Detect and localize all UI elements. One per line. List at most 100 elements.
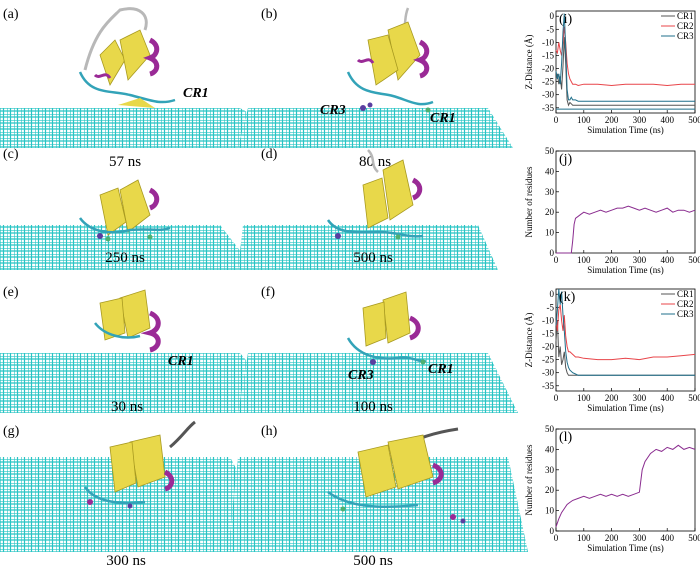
- y-tick-label: -25: [542, 77, 554, 87]
- y-tick-label: 20: [545, 207, 555, 217]
- x-tick-label: 500: [688, 115, 700, 125]
- plot-frame: [555, 150, 696, 254]
- x-tick-label: 300: [633, 533, 647, 543]
- y-tick-label: 0: [550, 526, 555, 536]
- y-tick-label: 50: [545, 146, 555, 156]
- x-axis-label: Simulation Time (ns): [587, 543, 664, 553]
- legend-label: CR1: [677, 11, 694, 21]
- time-caption: 500 ns: [353, 553, 393, 569]
- x-tick-label: 200: [605, 533, 619, 543]
- x-tick-label: 300: [633, 255, 647, 265]
- graphene-surface: [238, 225, 498, 270]
- plot-frame: [555, 10, 696, 114]
- y-tick-label: -30: [542, 90, 554, 100]
- series-line-cr1: [555, 320, 695, 376]
- y-tick-label: 40: [545, 444, 555, 454]
- protein-structure: [326, 149, 424, 240]
- chart-panel-i: 0 100 200 300 400 500 0 -5 -10 -15 -20 -25 -30 -35 CR1…: [524, 10, 700, 135]
- x-tick-label: 400: [660, 533, 674, 543]
- y-tick-label: -5: [547, 24, 555, 34]
- panel-label: (i): [559, 12, 573, 27]
- series-line-cr3: [555, 288, 695, 376]
- series-line-cr2: [555, 26, 695, 87]
- y-tick-label: -35: [542, 103, 554, 113]
- panel-label: (g): [3, 424, 20, 439]
- time-caption: 100 ns: [353, 399, 393, 415]
- protein-structure: [78, 7, 176, 108]
- x-tick-label: 100: [577, 115, 591, 125]
- x-tick-label: 400: [660, 115, 674, 125]
- graphene-surface: [238, 108, 513, 148]
- y-tick-label: 0: [550, 289, 555, 299]
- x-tick-label: 400: [660, 393, 674, 403]
- panel-label: (f): [261, 285, 275, 300]
- time-caption: 80 ns: [359, 154, 391, 170]
- legend-label: CR3: [677, 309, 694, 319]
- protein-structure: [346, 7, 434, 113]
- y-axis-label: Z-Distance (Å): [524, 35, 534, 90]
- x-tick-label: 200: [605, 115, 619, 125]
- panel-label: (d): [261, 147, 278, 162]
- snapshot-panel-c: (c) 250 ns: [0, 147, 255, 270]
- y-tick-label: 10: [545, 506, 555, 516]
- y-tick-label: 0: [550, 11, 555, 21]
- snapshot-panel-h: (h) 500 ns: [228, 424, 528, 569]
- y-tick-label: -20: [542, 342, 554, 352]
- annotation-cr1: CR1: [428, 362, 454, 377]
- protein-structure: [83, 420, 196, 509]
- x-tick-label: 100: [577, 393, 591, 403]
- x-tick-label: 500: [688, 393, 700, 403]
- y-tick-label: 40: [545, 166, 555, 176]
- panel-label: (j): [559, 152, 573, 167]
- x-axis-label: Simulation Time (ns): [587, 125, 664, 135]
- x-tick-label: 400: [660, 255, 674, 265]
- panel-label: (l): [559, 430, 573, 445]
- time-caption: 500 ns: [353, 250, 393, 266]
- graphene-surface: [0, 457, 280, 552]
- legend-label: CR1: [677, 289, 694, 299]
- x-tick-label: 500: [688, 255, 700, 265]
- annotation-cr1: CR1: [183, 86, 209, 101]
- graphene-surface: [0, 225, 255, 270]
- series-line-0: [555, 444, 696, 528]
- panel-label: (e): [3, 285, 19, 300]
- panel-label: (a): [3, 7, 19, 22]
- x-axis-label: Simulation Time (ns): [587, 403, 664, 413]
- chart-panel-j: 0 100 200 300 400 500 0 10 20 30 40 50 Simulation Ti…: [524, 146, 700, 275]
- protein-structure: [346, 291, 427, 365]
- y-tick-label: 30: [545, 187, 555, 197]
- y-axis-label: Number of residues: [524, 166, 534, 237]
- panel-label: (b): [261, 7, 278, 22]
- y-tick-label: 0: [550, 248, 555, 258]
- y-tick-label: -35: [542, 381, 554, 391]
- legend-label: CR2: [677, 21, 694, 31]
- y-tick-label: -30: [542, 368, 554, 378]
- y-tick-label: -15: [542, 328, 554, 338]
- y-tick-label: -10: [542, 37, 554, 47]
- graphene-surface: [0, 353, 290, 413]
- snapshot-panel-d: (d) 500 ns: [238, 147, 498, 270]
- y-tick-label: 30: [545, 465, 555, 475]
- panel-label: (k): [559, 290, 576, 305]
- snapshot-panel-b: (b) CR3 CR1 80 ns: [238, 7, 513, 170]
- series-line-cr1: [555, 37, 695, 107]
- x-tick-label: 100: [577, 255, 591, 265]
- panel-label: (h): [261, 424, 278, 439]
- annotation-cr1: CR1: [168, 354, 194, 369]
- y-tick-label: -25: [542, 355, 554, 365]
- y-tick-label: -20: [542, 64, 554, 74]
- y-tick-label: -10: [542, 315, 554, 325]
- protein-structure: [94, 289, 161, 353]
- snapshot-panel-g: (g) 300 ns: [0, 420, 280, 569]
- chart-panel-k: 0 100 200 300 400 500 0 -5 -10 -15 -20 -25 -30 -35 CR1…: [524, 288, 700, 413]
- x-tick-label: 0: [554, 393, 559, 403]
- annotation-cr1: CR1: [430, 111, 456, 126]
- series-line-cr3: [555, 13, 695, 102]
- snapshot-panel-f: (f) CR3 CR1 100 ns: [238, 285, 518, 415]
- graphene-surface: [238, 353, 518, 413]
- series-line-0: [556, 205, 696, 254]
- y-axis-label: Number of residues: [524, 444, 534, 515]
- protein-structure: [78, 179, 171, 242]
- plot-frame: [555, 428, 696, 532]
- y-tick-label: -5: [547, 302, 555, 312]
